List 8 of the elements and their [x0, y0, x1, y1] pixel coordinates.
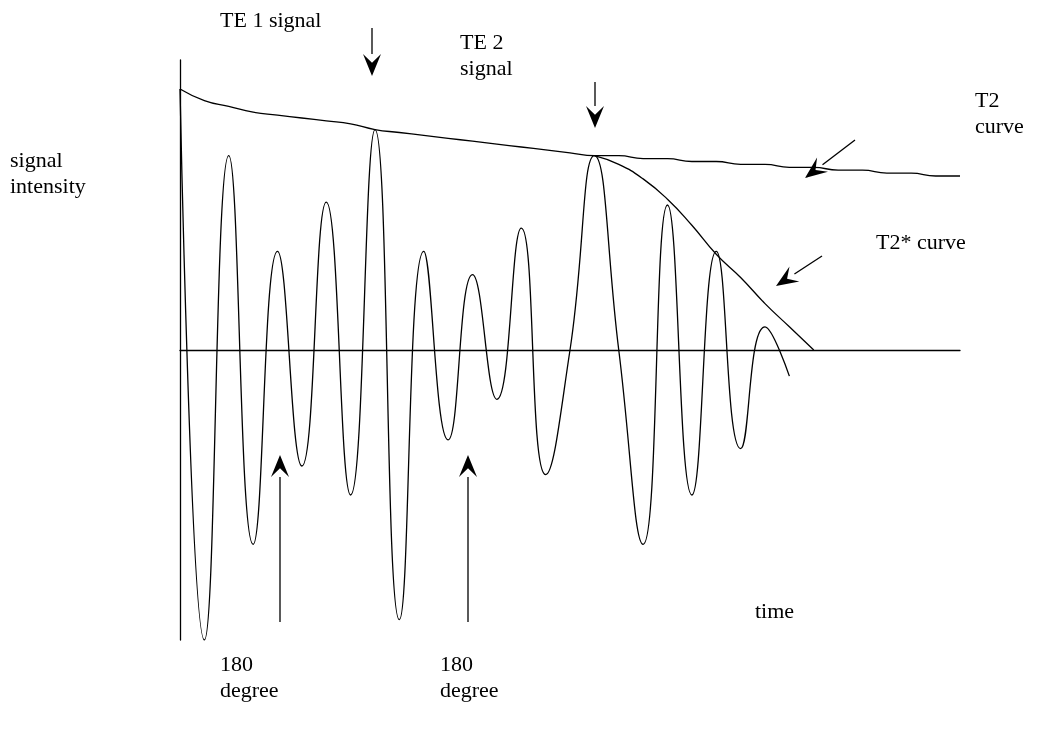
x-axis-title: time — [755, 597, 795, 623]
text: 180 degree — [440, 650, 499, 702]
text: T2* curve — [876, 228, 966, 254]
text: TE 2 signal — [460, 28, 513, 80]
y-axis-title: signal intensity — [10, 146, 86, 198]
text: TE 1 signal — [220, 6, 322, 32]
text: 180 degree — [220, 650, 279, 702]
series-label: T2 curve — [975, 86, 1024, 138]
